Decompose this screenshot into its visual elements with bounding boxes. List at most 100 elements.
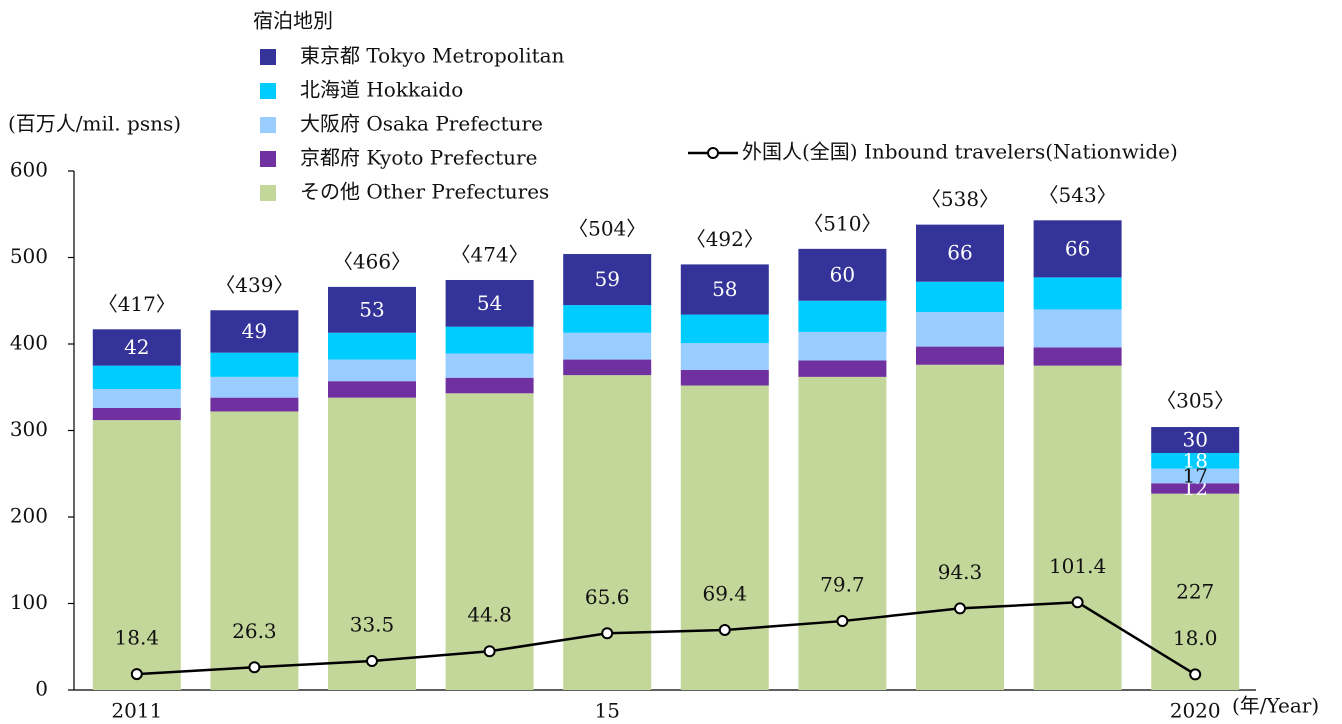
bar-segment <box>916 364 1004 690</box>
legend-label: その他 Other Prefectures <box>300 180 549 204</box>
y-tick-label: 300 <box>10 417 48 441</box>
line-point <box>1071 596 1084 609</box>
line-label: 44.8 <box>467 603 512 627</box>
line <box>136 601 1196 676</box>
line-point <box>130 668 143 681</box>
bar-segment <box>1151 468 1240 484</box>
legend-label: 外国人(全国) Inbound travelers(Nationwide) <box>742 140 1178 164</box>
bar-segment <box>92 388 181 409</box>
bar-segment <box>445 393 534 690</box>
line-label: 69.4 <box>703 581 748 605</box>
total-label: 〈510〉 <box>803 211 881 235</box>
total-label: 〈492〉 <box>686 227 764 251</box>
data-label: 59 <box>594 267 619 291</box>
bar-segment <box>92 365 181 389</box>
bar-segment <box>210 310 299 353</box>
y-tick-label: 100 <box>10 590 48 614</box>
legend-title: 宿泊地別 <box>253 9 333 33</box>
legend-swatch <box>260 117 276 133</box>
line-label: 33.5 <box>350 613 395 637</box>
bar-segment <box>798 331 887 361</box>
bar-segment <box>328 397 416 690</box>
line-point <box>483 645 496 658</box>
bar-segment <box>916 311 1004 347</box>
total-label: 〈305〉 <box>1156 389 1234 413</box>
bar-segment <box>563 305 652 333</box>
total-label: 〈474〉 <box>451 242 529 266</box>
bar-segment <box>563 254 652 306</box>
data-label: 49 <box>242 319 267 343</box>
total-label: 〈538〉 <box>921 187 999 211</box>
line-label: 79.7 <box>820 573 865 597</box>
line-point <box>718 623 731 636</box>
legend-marker <box>707 147 719 159</box>
bar-segment <box>210 376 299 398</box>
line-label: 26.3 <box>232 619 277 643</box>
total-label: 〈439〉 <box>215 273 293 297</box>
bar-segment <box>328 359 416 382</box>
bar-segment <box>916 346 1004 365</box>
bar-segment <box>798 376 887 690</box>
bar-segment <box>1033 347 1122 366</box>
y-tick-label: 200 <box>10 504 48 528</box>
legend-label: 大阪府 Osaka Prefecture <box>300 112 543 136</box>
line-point <box>954 602 966 615</box>
bar-segment <box>1151 483 1240 494</box>
bar-segment <box>680 264 769 315</box>
bar-segment <box>445 353 534 378</box>
data-label: 66 <box>1065 236 1090 260</box>
legend-swatch <box>260 151 276 167</box>
bar-segment <box>798 248 887 301</box>
y-tick-label: 0 <box>35 677 48 701</box>
line-point <box>836 615 849 628</box>
data-label: 42 <box>124 335 149 359</box>
bar-segment <box>680 385 769 690</box>
line-point <box>248 661 261 674</box>
bar-segment <box>563 375 652 690</box>
data-label: 58 <box>712 277 737 301</box>
data-label: 227 <box>1176 579 1214 603</box>
bar-segment <box>563 332 652 360</box>
data-label: 30 <box>1182 428 1207 452</box>
line-label: 94.3 <box>938 560 983 584</box>
data-label: 66 <box>947 241 972 265</box>
bar-segment <box>92 408 181 421</box>
line-point <box>366 655 378 668</box>
bar-segment <box>680 343 769 370</box>
y-axis-label: (百万人/mil. psns) <box>8 112 181 136</box>
bar-segment <box>445 326 534 354</box>
y-tick-label: 600 <box>10 158 48 182</box>
x-tick-label: 15 <box>594 699 619 723</box>
legend-label: 東京都 Tokyo Metropolitan <box>300 44 565 68</box>
bar-segment <box>210 352 299 377</box>
legend-label: 京都府 Kyoto Prefecture <box>300 146 537 170</box>
total-label: 〈504〉 <box>568 217 646 241</box>
x-tick-label: 2020 <box>1170 699 1221 723</box>
line-label: 101.4 <box>1049 554 1106 578</box>
bar-segment <box>210 397 299 412</box>
legend-swatch <box>260 185 276 201</box>
bar-segment <box>1033 365 1122 690</box>
line-point <box>601 627 614 640</box>
line-label: 65.6 <box>585 585 630 609</box>
bar-segment <box>680 314 769 344</box>
legend-swatch <box>260 83 276 99</box>
bar-segment <box>680 369 769 386</box>
bar-segment <box>1033 277 1122 310</box>
line-point <box>1189 668 1202 681</box>
bar-segment <box>1151 452 1240 469</box>
data-label: 53 <box>359 297 384 321</box>
total-label: 〈466〉 <box>333 249 411 273</box>
bar-segment <box>1151 427 1240 453</box>
legend-swatch <box>260 49 276 65</box>
bar-segment <box>916 281 1004 312</box>
bar-segment <box>798 360 887 377</box>
y-tick-label: 500 <box>10 244 48 268</box>
bar-segment <box>798 300 887 332</box>
bar-segment <box>328 332 416 360</box>
bar-segment <box>328 381 416 398</box>
bar-segment <box>916 224 1004 282</box>
bar-segment <box>563 359 652 376</box>
total-label: 〈417〉 <box>98 292 176 316</box>
line-label: 18.4 <box>115 626 160 650</box>
